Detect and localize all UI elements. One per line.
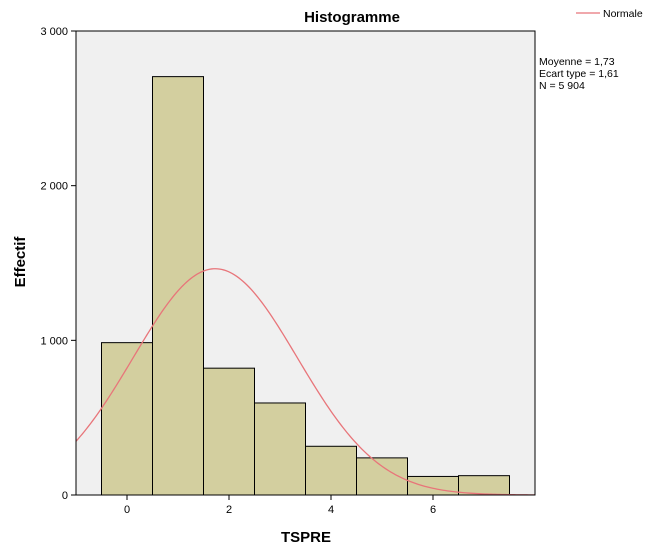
y-axis: 0 1 000 2 000 3 000 <box>40 26 76 502</box>
stat-mean: Moyenne = 1,73 <box>539 56 615 68</box>
y-tick-label-3: 3 000 <box>40 26 68 38</box>
histogram-bar-0 <box>101 342 153 496</box>
stat-n: N = 5 904 <box>539 80 585 92</box>
y-tick-label-1: 1 000 <box>40 335 68 347</box>
histogram-bar-6 <box>407 475 459 496</box>
histogram-bar-3 <box>254 402 306 496</box>
x-axis-title: TSPRE <box>281 529 331 546</box>
legend-label-normale: Normale <box>603 8 643 20</box>
y-tick-label-2: 2 000 <box>40 181 68 193</box>
y-tick-label-0: 0 <box>62 490 68 502</box>
x-tick-label-0: 0 <box>124 504 130 516</box>
legend: Normale <box>576 8 643 20</box>
histogram-bar-2 <box>203 367 255 496</box>
stat-sd: Ecart type = 1,61 <box>539 68 619 80</box>
stats-box: Moyenne = 1,73 Ecart type = 1,61 N = 5 9… <box>539 56 619 92</box>
x-tick-label-1: 2 <box>226 504 232 516</box>
y-axis-title: Effectif <box>12 236 29 288</box>
normal-curve <box>75 268 536 496</box>
histogram-bar-4 <box>305 445 357 496</box>
plot-frame <box>75 30 536 496</box>
histogram-bar-7 <box>458 475 510 496</box>
x-axis: 0 2 4 6 <box>124 495 436 516</box>
x-tick-label-2: 4 <box>328 504 334 516</box>
x-tick-label-3: 6 <box>430 504 436 516</box>
histogram-bar-1 <box>152 76 204 496</box>
chart-title: Histogramme <box>304 9 400 26</box>
